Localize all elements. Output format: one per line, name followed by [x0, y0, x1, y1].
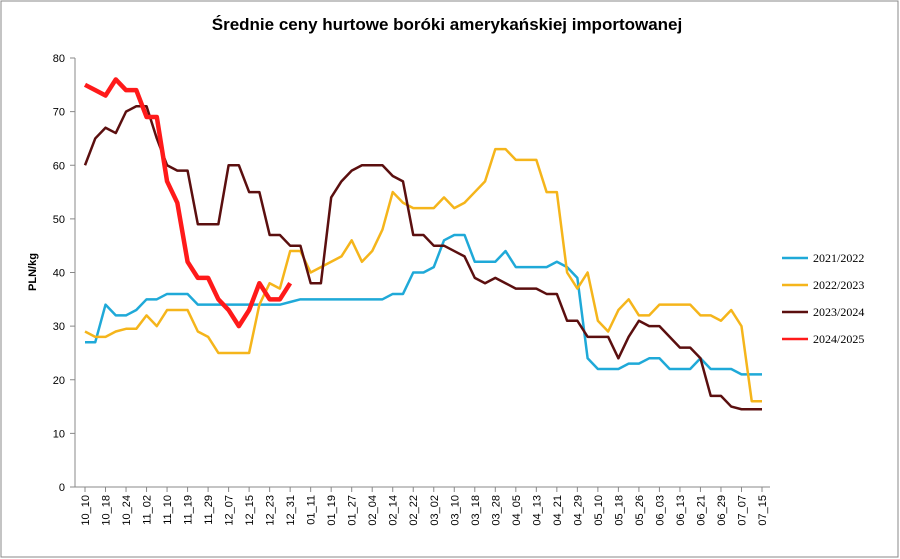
legend-label: 2023/2024: [813, 305, 864, 319]
legend-label: 2021/2022: [813, 251, 864, 265]
x-tick-label: 10_24: [121, 495, 133, 526]
legend-label: 2022/2023: [813, 278, 864, 292]
y-tick-label: 40: [53, 268, 65, 280]
x-tick-label: 04_05: [511, 495, 523, 526]
x-tick-label: 03_28: [490, 495, 502, 526]
y-tick-label: 20: [53, 375, 65, 387]
x-tick-label: 11_02: [142, 495, 154, 525]
x-tick-label: 06_13: [675, 495, 687, 526]
x-tick-label: 02_04: [367, 495, 379, 526]
line: [83, 77, 293, 329]
x-tick-label: 03_10: [449, 495, 461, 526]
y-tick-label: 0: [59, 482, 65, 494]
x-tick-label: 07_07: [736, 495, 748, 526]
x-tick-label: 05_10: [593, 495, 605, 526]
x-tick-label: 05_18: [613, 495, 625, 526]
legend-label: 2024/2025: [813, 332, 864, 346]
x-tick-label: 05_26: [634, 495, 646, 526]
x-tick-label: 04_21: [552, 495, 564, 526]
x-tick-label: 06_29: [716, 495, 728, 526]
y-axis-label: PLN/kg: [27, 253, 39, 291]
y-tick-label: 80: [53, 53, 65, 65]
x-tick-label: 11_19: [183, 495, 195, 525]
chart-title: Średnie ceny hurtowe boróki amerykańskie…: [212, 15, 682, 34]
x-tick-label: 04_29: [572, 495, 584, 526]
x-tick-label: 10_18: [101, 495, 113, 526]
y-tick-label: 50: [53, 214, 65, 226]
x-tick-label: 01_11: [306, 495, 318, 525]
x-tick-label: 10_10: [80, 495, 92, 526]
x-tick-label: 12_31: [285, 495, 297, 526]
x-tick-label: 01_19: [326, 495, 338, 526]
x-tick-label: 06_03: [654, 495, 666, 526]
x-tick-label: 07_15: [757, 495, 769, 526]
line: [84, 147, 762, 403]
y-tick-label: 30: [53, 321, 65, 333]
line: [83, 105, 762, 411]
line: [85, 233, 762, 376]
x-tick-label: 02_14: [388, 495, 400, 526]
x-tick-label: 02_22: [408, 495, 420, 526]
x-tick-label: 12_23: [265, 495, 277, 526]
x-tick-label: 12_07: [224, 495, 236, 526]
x-tick-label: 01_27: [347, 495, 359, 526]
x-tick-label: 11_10: [162, 495, 174, 525]
y-tick-label: 60: [53, 160, 65, 172]
x-tick-label: 06_21: [695, 495, 707, 526]
y-tick-label: 70: [53, 107, 65, 119]
x-tick-label: 03_02: [429, 495, 441, 526]
x-tick-label: 11_29: [203, 495, 215, 525]
x-tick-label: 03_18: [470, 495, 482, 526]
x-tick-label: 12_15: [244, 495, 256, 526]
x-tick-label: 04_13: [531, 495, 543, 526]
y-tick-label: 10: [53, 428, 65, 440]
